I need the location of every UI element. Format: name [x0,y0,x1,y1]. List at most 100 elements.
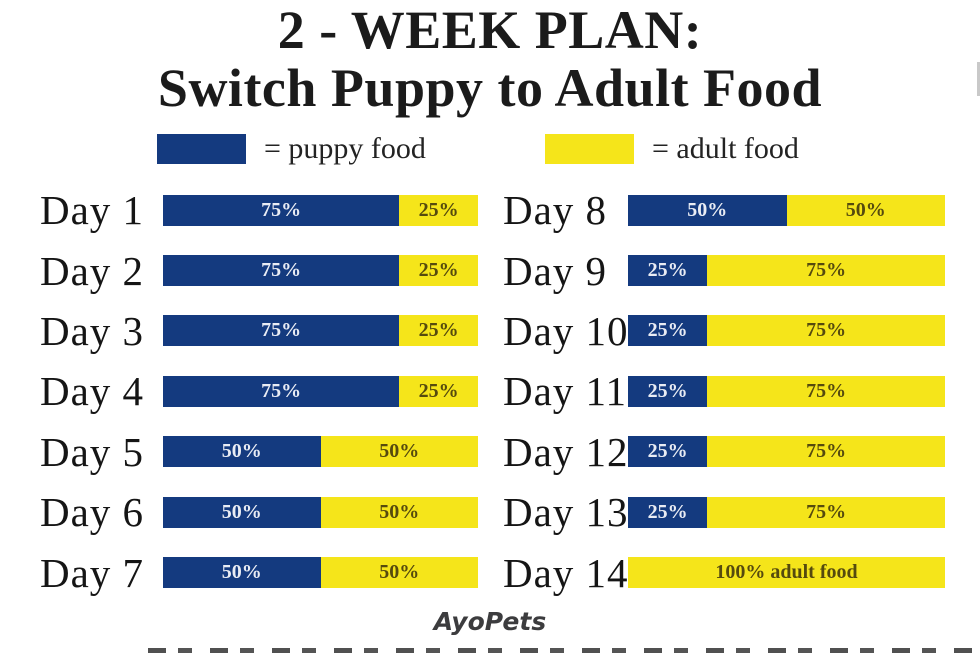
puppy-percent-label: 75% [261,259,302,282]
adult-percent-label: 75% [806,259,847,282]
puppy-food-segment: 25% [628,375,708,407]
adult-percent-label: 25% [418,379,459,402]
day-label: Day 13 [503,489,629,536]
adult-percent-label: 75% [806,319,847,342]
puppy-food-segment: 50% [163,436,321,468]
food-mix-bar: 25% 75% [628,315,945,347]
day-label: Day 8 [503,187,608,234]
adult-percent-label: 75% [806,440,847,463]
day-row: Day 7 50% 50% [40,542,478,602]
puppy-food-segment: 50% [163,496,321,528]
day-label: Day 11 [503,368,628,415]
day-row: Day 8 50% 50% [503,180,945,240]
day-label: Day 2 [40,247,145,294]
day-label: Day 1 [40,187,145,234]
day-row: Day 6 50% 50% [40,482,478,542]
adult-percent-label: 50% [379,561,420,584]
adult-percent-label: 25% [418,259,459,282]
day-row: Day 1 75% 25% [40,180,478,240]
food-mix-bar: 50% 50% [163,496,478,528]
food-mix-bar: 50% 50% [628,194,945,226]
day-row: Day 2 75% 25% [40,240,478,300]
adult-percent-label: 75% [806,500,847,523]
day-label: Day 6 [40,489,145,536]
day-row: Day 12 25% 75% [503,422,945,482]
page-title: 2 - WEEK PLAN: Switch Puppy to Adult Foo… [0,0,980,118]
puppy-food-segment: 25% [628,315,708,347]
day-label: Day 12 [503,428,629,475]
day-row: Day 3 75% 25% [40,301,478,361]
day-label: Day 4 [40,368,145,415]
adult-percent-label: 50% [379,500,420,523]
adult-percent-label: 50% [845,198,886,221]
adult-food-segment: 25% [399,375,478,407]
adult-food-segment: 75% [707,436,945,468]
puppy-food-swatch [157,134,246,164]
puppy-food-segment: 50% [628,194,787,226]
day-label: Day 14 [503,549,629,596]
puppy-percent-label: 50% [221,561,262,584]
puppy-percent-label: 50% [687,198,728,221]
puppy-food-segment: 25% [628,496,708,528]
adult-food-segment: 75% [707,496,945,528]
food-mix-bar: 25% 75% [628,496,945,528]
food-mix-bar: 100% adult food [628,557,945,589]
day-label: Day 7 [40,549,145,596]
puppy-percent-label: 50% [221,500,262,523]
adult-percent-label: 25% [418,319,459,342]
day-label: Day 5 [40,428,145,475]
cutoff-text-artifact [148,648,980,653]
title-line-2: Switch Puppy to Adult Food [157,57,823,118]
day-row: Day 4 75% 25% [40,361,478,421]
food-mix-bar: 25% 75% [628,375,945,407]
puppy-percent-label: 25% [647,379,688,402]
title-line-1: 2 - WEEK PLAN: [277,0,703,60]
food-mix-bar: 25% 75% [628,436,945,468]
puppy-percent-label: 25% [647,259,688,282]
adult-food-segment: 75% [707,315,945,347]
day-label: Day 10 [503,307,629,354]
puppy-percent-label: 75% [261,198,302,221]
adult-food-segment: 25% [399,255,478,287]
adult-percent-label: 50% [379,440,420,463]
food-mix-bar: 75% 25% [163,194,478,226]
food-mix-bar: 75% 25% [163,255,478,287]
adult-food-segment: 25% [399,315,478,347]
adult-food-segment: 50% [786,194,945,226]
food-mix-bar: 50% 50% [163,436,478,468]
puppy-food-legend-label: = puppy food [264,132,426,165]
day-label: Day 3 [40,307,145,354]
adult-food-segment: 75% [707,255,945,287]
puppy-food-segment: 75% [163,255,400,287]
puppy-food-segment: 75% [163,315,400,347]
puppy-food-segment: 50% [163,557,321,589]
puppy-percent-label: 50% [221,440,262,463]
puppy-food-segment: 75% [163,375,400,407]
puppy-food-segment: 25% [628,255,708,287]
day-row: Day 10 25% 75% [503,301,945,361]
puppy-percent-label: 25% [647,500,688,523]
puppy-percent-label: 25% [647,319,688,342]
day-row: Day 9 25% 75% [503,240,945,300]
food-mix-bar: 75% 25% [163,315,478,347]
adult-food-swatch [545,134,634,164]
food-mix-bar: 50% 50% [163,557,478,589]
right-column-days-8-14: Day 8 50% 50% Day 9 25% 75% Day 10 25% 7… [503,180,945,603]
adult-percent-label: 25% [418,198,459,221]
adult-food-segment: 75% [707,375,945,407]
ayopets-brand-logo: AyoPets [433,607,547,636]
food-mix-bar: 75% 25% [163,375,478,407]
puppy-percent-label: 75% [261,379,302,402]
adult-food-segment: 50% [320,557,478,589]
adult-food-legend-label: = adult food [652,132,799,165]
day-row: Day 5 50% 50% [40,422,478,482]
day-row: Day 11 25% 75% [503,361,945,421]
food-mix-bar: 25% 75% [628,255,945,287]
edge-artifact [977,62,980,96]
day-row: Day 13 25% 75% [503,482,945,542]
puppy-percent-label: 25% [647,440,688,463]
legend: = puppy food = adult food [0,131,980,167]
day-label: Day 9 [503,247,608,294]
left-column-days-1-7: Day 1 75% 25% Day 2 75% 25% Day 3 75% 25… [40,180,478,603]
